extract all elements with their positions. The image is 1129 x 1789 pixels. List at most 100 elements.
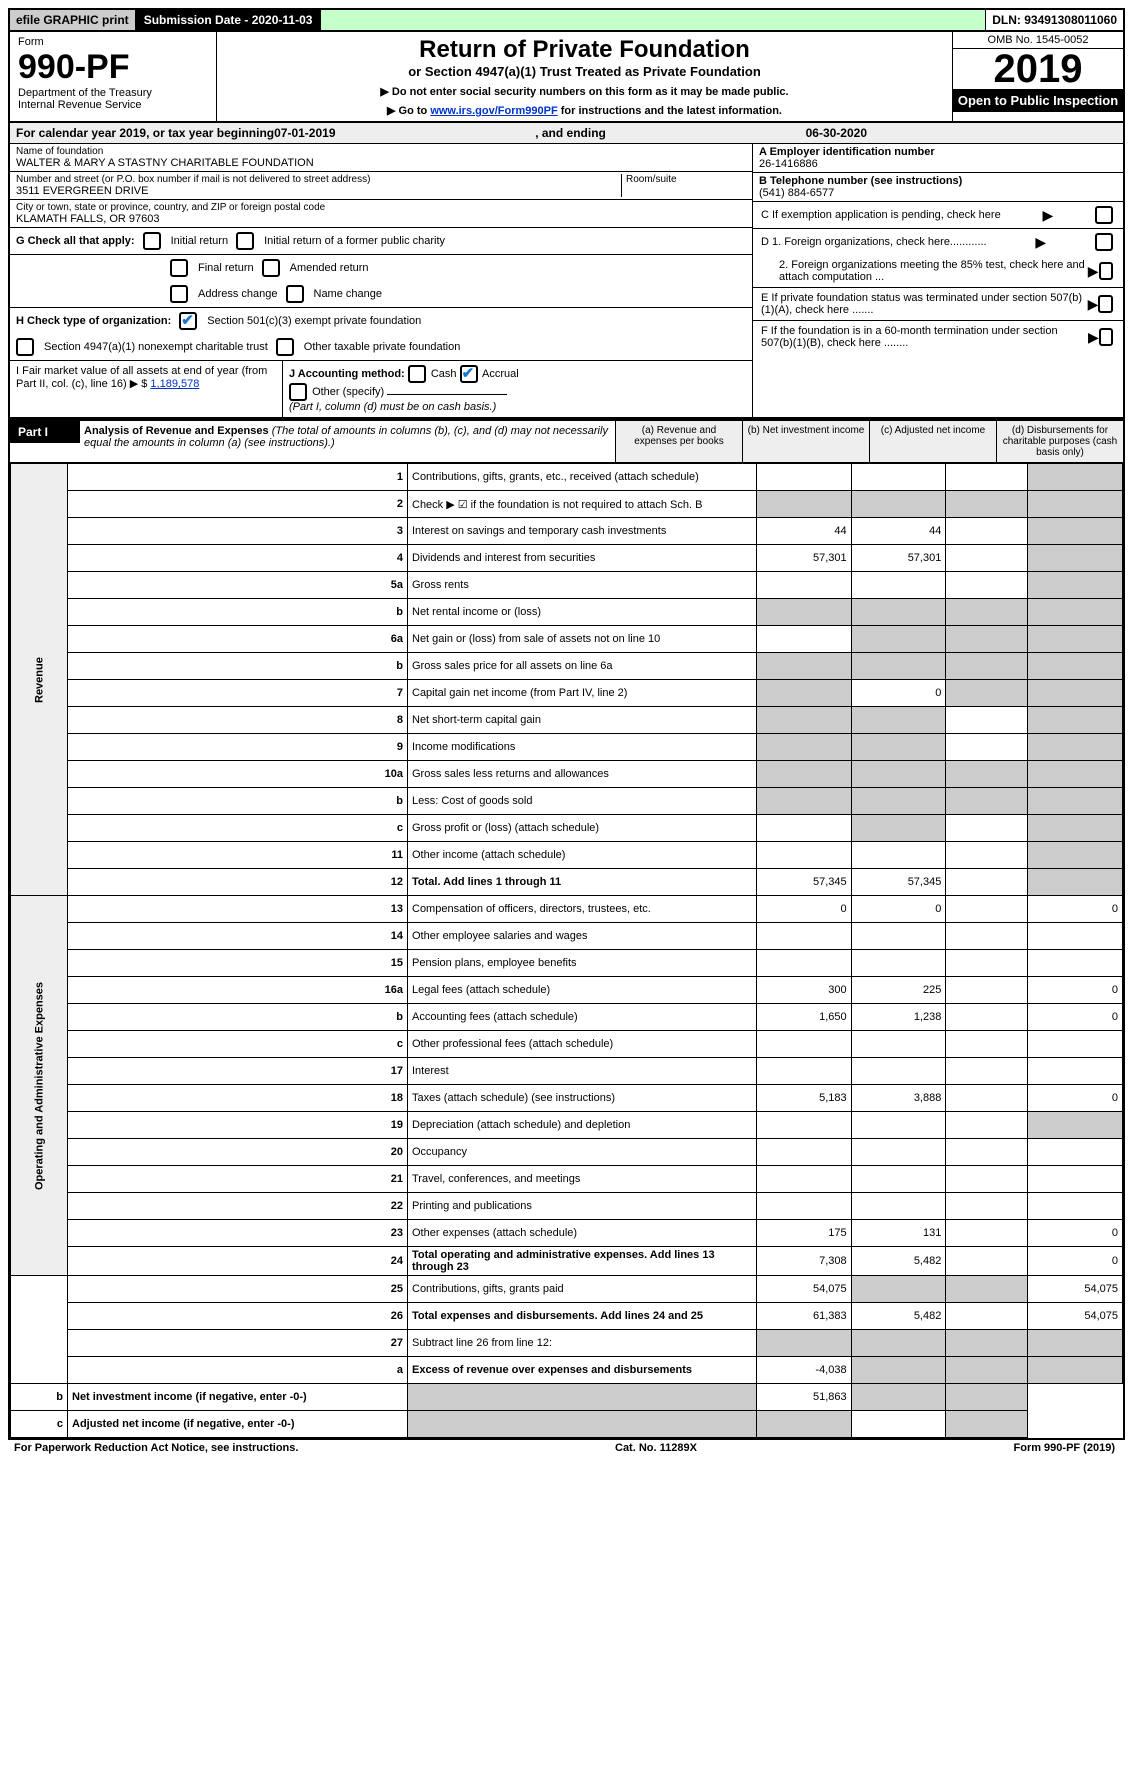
- row-value: [946, 788, 1028, 815]
- initial-return-checkbox[interactable]: [143, 232, 161, 250]
- title-box: Return of Private Foundation or Section …: [217, 32, 952, 121]
- j-accrual: Accrual: [482, 368, 519, 380]
- d1-checkbox[interactable]: [1095, 233, 1113, 251]
- e-checkbox[interactable]: [1098, 295, 1113, 313]
- table-row: 7Capital gain net income (from Part IV, …: [11, 680, 1123, 707]
- accrual-checkbox[interactable]: [460, 365, 478, 383]
- row-value: 51,863: [756, 1384, 851, 1411]
- row-number: 3: [68, 518, 408, 545]
- row-value: [1028, 707, 1123, 734]
- form-number-box: Form 990-PF Department of the Treasury I…: [10, 32, 217, 121]
- g-opt-5: Name change: [314, 288, 383, 300]
- row-value: [1028, 1166, 1123, 1193]
- row-value: 1,238: [851, 1004, 946, 1031]
- row-value: 5,183: [756, 1085, 851, 1112]
- row-value: 0: [1028, 1247, 1123, 1276]
- name-label: Name of foundation: [16, 146, 746, 157]
- row-value: [1028, 1357, 1123, 1384]
- row-description: Net rental income or (loss): [408, 599, 757, 626]
- 501c3-checkbox[interactable]: [179, 312, 197, 330]
- row-value: [756, 815, 851, 842]
- table-row: 16aLegal fees (attach schedule)3002250: [11, 977, 1123, 1004]
- name-change-checkbox[interactable]: [286, 285, 304, 303]
- row-value: [851, 734, 946, 761]
- row-value: [851, 950, 946, 977]
- street-address: 3511 EVERGREEN DRIVE: [16, 185, 621, 197]
- g-opt-3: Amended return: [290, 262, 369, 274]
- row-value: [946, 761, 1028, 788]
- blank-side-label: [11, 1276, 68, 1384]
- footer-formref: Form 990-PF (2019): [1014, 1442, 1115, 1454]
- amended-return-checkbox[interactable]: [262, 259, 280, 277]
- form-instruction-2: ▶ Go to www.irs.gov/Form990PF for instru…: [221, 104, 948, 117]
- other-method-checkbox[interactable]: [289, 383, 307, 401]
- table-row: 23Other expenses (attach schedule)175131…: [11, 1220, 1123, 1247]
- address-change-checkbox[interactable]: [170, 285, 188, 303]
- initial-former-checkbox[interactable]: [236, 232, 254, 250]
- g-opt-0: Initial return: [171, 235, 228, 247]
- row-value: [1028, 653, 1123, 680]
- d1-label: D 1. Foreign organizations, check here..…: [761, 236, 987, 248]
- row-value: 44: [851, 518, 946, 545]
- spacer: [321, 10, 986, 30]
- row-value: [946, 1031, 1028, 1058]
- row-description: Printing and publications: [408, 1193, 757, 1220]
- row-description: Contributions, gifts, grants paid: [408, 1276, 757, 1303]
- table-row: 3Interest on savings and temporary cash …: [11, 518, 1123, 545]
- row-value: [408, 1384, 757, 1411]
- row-value: [946, 572, 1028, 599]
- table-row: cAdjusted net income (if negative, enter…: [11, 1411, 1123, 1438]
- footer-catno: Cat. No. 11289X: [615, 1442, 697, 1454]
- row-value: [1028, 788, 1123, 815]
- open-inspection-label: Open to Public Inspection: [953, 89, 1123, 112]
- row-description: Total expenses and disbursements. Add li…: [408, 1303, 757, 1330]
- fmv-value[interactable]: 1,189,578: [150, 378, 199, 390]
- row-value: [1028, 1031, 1123, 1058]
- row-value: [1028, 950, 1123, 977]
- row-value: [946, 950, 1028, 977]
- d2-checkbox[interactable]: [1099, 262, 1113, 280]
- row-number: 25: [68, 1276, 408, 1303]
- cash-checkbox[interactable]: [408, 365, 426, 383]
- table-row: 4Dividends and interest from securities5…: [11, 545, 1123, 572]
- row-value: [756, 680, 851, 707]
- row-description: Net gain or (loss) from sale of assets n…: [408, 626, 757, 653]
- row-value: [946, 707, 1028, 734]
- cal-begin: 07-01-2019: [274, 126, 335, 140]
- f-checkbox[interactable]: [1099, 328, 1113, 346]
- c-checkbox[interactable]: [1095, 206, 1113, 224]
- row-description: Net investment income (if negative, ente…: [68, 1384, 408, 1411]
- other-taxable-checkbox[interactable]: [276, 338, 294, 356]
- row-description: Income modifications: [408, 734, 757, 761]
- footer-left: For Paperwork Reduction Act Notice, see …: [14, 1442, 298, 1454]
- row-number: 13: [68, 896, 408, 923]
- entity-right: A Employer identification number 26-1416…: [752, 144, 1123, 417]
- row-number: 12: [68, 869, 408, 896]
- table-row: 20Occupancy: [11, 1139, 1123, 1166]
- section-g-row3: Address change Name change: [10, 281, 752, 308]
- row-value: [851, 815, 946, 842]
- form-label: Form: [18, 36, 208, 48]
- final-return-checkbox[interactable]: [170, 259, 188, 277]
- 4947a1-checkbox[interactable]: [16, 338, 34, 356]
- row-value: [756, 653, 851, 680]
- row-description: Travel, conferences, and meetings: [408, 1166, 757, 1193]
- j-label: J Accounting method:: [289, 368, 405, 380]
- row-value: [756, 1330, 851, 1357]
- table-row: bLess: Cost of goods sold: [11, 788, 1123, 815]
- h-opt-3: Other taxable private foundation: [304, 341, 461, 353]
- form-link[interactable]: www.irs.gov/Form990PF: [430, 105, 557, 117]
- row-description: Other employee salaries and wages: [408, 923, 757, 950]
- row-value: 0: [851, 896, 946, 923]
- row-description: Gross sales price for all assets on line…: [408, 653, 757, 680]
- row-value: [946, 1220, 1028, 1247]
- row-value: [946, 545, 1028, 572]
- row-value: [756, 1031, 851, 1058]
- table-row: 24Total operating and administrative exp…: [11, 1247, 1123, 1276]
- row-value: [1028, 599, 1123, 626]
- irs-label: Internal Revenue Service: [18, 99, 208, 111]
- row-value: [946, 1330, 1028, 1357]
- col-a-header: (a) Revenue and expenses per books: [615, 421, 742, 462]
- row-description: Subtract line 26 from line 12:: [408, 1330, 757, 1357]
- row-value: [1028, 761, 1123, 788]
